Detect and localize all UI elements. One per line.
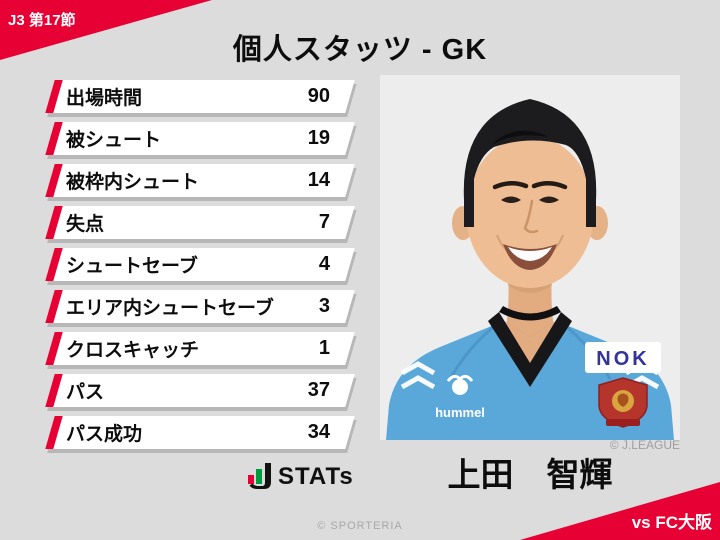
stat-value: 14 <box>307 169 330 191</box>
player-hair <box>463 99 597 227</box>
stat-value: 34 <box>307 421 330 443</box>
player-eyebrows <box>492 181 529 190</box>
opponent-label: vs FC大阪 <box>631 513 712 532</box>
stats-brand-logo: STATs <box>248 463 354 490</box>
stat-label: 失点 <box>66 214 105 235</box>
stat-row: 被枠内シュート 14 <box>45 164 355 197</box>
stat-value: 7 <box>318 211 330 233</box>
stat-label: 被シュート <box>66 130 162 151</box>
stat-row: エリア内シュートセーブ 3 <box>45 290 355 323</box>
stat-row: クロスキャッチ 1 <box>45 332 355 365</box>
sponsor-logo: NOK <box>585 342 661 373</box>
stat-label: 出場時間 <box>66 88 143 109</box>
stat-value: 3 <box>318 295 330 317</box>
stat-label: パス成功 <box>66 424 143 445</box>
stat-value: 37 <box>307 379 330 401</box>
stat-label: クロスキャッチ <box>66 340 200 361</box>
stat-value: 1 <box>318 337 330 359</box>
stat-row: 被シュート 19 <box>45 122 355 155</box>
stat-row: パス成功 34 <box>45 416 355 449</box>
player-jersey: hummel NOK <box>386 306 674 440</box>
jersey-collar <box>488 312 572 387</box>
stat-row: 失点 7 <box>45 206 355 239</box>
stat-label: 被枠内シュート <box>66 172 200 193</box>
stat-row: パス 37 <box>45 374 355 407</box>
round-badge-label: J3 第17節 <box>8 12 76 29</box>
stat-label: シュートセーブ <box>66 256 198 277</box>
stat-value: 90 <box>307 85 330 107</box>
stat-label: エリア内シュートセーブ <box>66 298 274 319</box>
club-crest <box>598 377 648 428</box>
stat-row: シュートセーブ 4 <box>45 248 355 281</box>
player-eyes <box>501 196 521 203</box>
photo-credit: © J.LEAGUE <box>609 438 680 452</box>
bar-chart-icon <box>248 463 271 489</box>
sponsor-logo-text: NOK <box>596 348 649 370</box>
stats-list: 出場時間 90 被シュート 19 被枠内シュート 14 失点 7 <box>45 80 355 458</box>
player-name: 上田 智輝 <box>447 456 613 493</box>
stat-row: 出場時間 90 <box>45 80 355 113</box>
brand-logo: hummel <box>435 374 485 420</box>
stat-label: パス <box>66 382 105 403</box>
brand-logo-text: hummel <box>435 405 485 420</box>
page-title: 個人スタッツ - GK <box>232 34 488 66</box>
stat-value: 19 <box>307 127 330 149</box>
stats-brand-label: STATs <box>278 463 354 490</box>
player-smile <box>503 244 557 270</box>
stat-value: 4 <box>318 253 330 275</box>
footer-credit: © SPORTERIA <box>317 520 403 532</box>
player-photo: hummel NOK <box>380 75 680 440</box>
player-nose <box>523 199 539 234</box>
